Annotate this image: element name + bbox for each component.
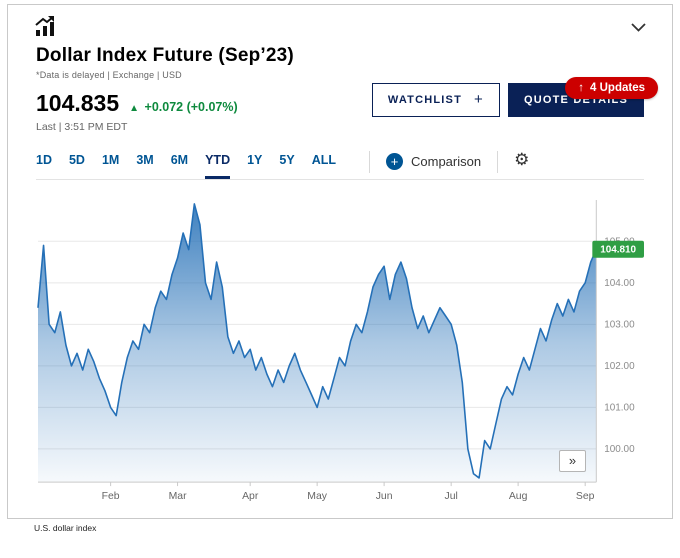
updates-badge[interactable]: ↑ 4 Updates — [565, 77, 658, 99]
svg-text:Feb: Feb — [102, 491, 120, 502]
collapse-chevron-icon[interactable] — [627, 16, 650, 39]
price-change: ▲ +0.072 (+0.07%) — [129, 100, 238, 114]
price-chart[interactable]: 100.00101.00102.00103.00104.00105.00FebM… — [36, 196, 644, 506]
bar-chart-icon — [34, 15, 58, 39]
range-tab-1y[interactable]: 1Y — [247, 151, 262, 179]
range-tab-5y[interactable]: 5Y — [279, 151, 294, 179]
add-comparison-icon: + — [386, 153, 403, 170]
range-tab-ytd[interactable]: YTD — [205, 151, 231, 179]
range-tab-all[interactable]: ALL — [312, 151, 336, 179]
article-caption: U.S. dollar index — [34, 522, 97, 533]
up-triangle-icon: ▲ — [129, 103, 140, 114]
svg-text:Apr: Apr — [242, 491, 259, 502]
quote-meta: *Data is delayed | Exchange | USD — [36, 70, 182, 80]
quote-card: Dollar Index Future (Sep’23) *Data is de… — [7, 4, 673, 519]
svg-text:Aug: Aug — [509, 491, 528, 502]
range-tabs: 1D 5D 1M 3M 6M YTD 1Y 5Y ALL — [36, 151, 353, 179]
updates-badge-label: 4 Updates — [590, 82, 645, 94]
plus-icon: + — [474, 91, 484, 108]
top-strip — [8, 5, 672, 39]
range-tab-5d[interactable]: 5D — [69, 151, 85, 179]
range-tab-3m[interactable]: 3M — [136, 151, 153, 179]
divider — [369, 151, 370, 173]
comparison-label: Comparison — [411, 154, 482, 169]
range-tab-1m[interactable]: 1M — [102, 151, 119, 179]
svg-text:104.00: 104.00 — [604, 278, 635, 289]
range-tab-1d[interactable]: 1D — [36, 151, 52, 179]
last-updated: Last | 3:51 PM EDT — [36, 121, 128, 133]
svg-text:102.00: 102.00 — [604, 361, 635, 372]
svg-text:Sep: Sep — [576, 491, 595, 502]
chart-toolbar: 1D 5D 1M 3M 6M YTD 1Y 5Y ALL + Comparison ⚙ — [36, 151, 644, 180]
expand-chart-button[interactable]: » — [559, 449, 586, 472]
svg-text:Jul: Jul — [445, 491, 458, 502]
watchlist-label: WATCHLIST — [387, 94, 463, 106]
page-title: Dollar Index Future (Sep’23) — [36, 45, 294, 66]
up-arrow-icon: ↑ — [578, 82, 585, 94]
watchlist-button[interactable]: WATCHLIST + — [371, 83, 500, 117]
svg-text:104.810: 104.810 — [600, 245, 636, 256]
svg-text:100.00: 100.00 — [604, 444, 635, 455]
svg-text:101.00: 101.00 — [604, 402, 635, 413]
divider — [497, 151, 499, 173]
svg-text:Jun: Jun — [376, 491, 393, 502]
gear-icon[interactable]: ⚙ — [514, 151, 529, 175]
change-value: +0.072 (+0.07%) — [144, 100, 238, 114]
svg-text:May: May — [307, 491, 327, 502]
svg-text:Mar: Mar — [169, 491, 187, 502]
range-tab-6m[interactable]: 6M — [171, 151, 188, 179]
last-price: 104.835 — [36, 90, 120, 116]
comparison-button[interactable]: + Comparison — [386, 151, 481, 179]
chart-area: 100.00101.00102.00103.00104.00105.00FebM… — [36, 196, 644, 506]
svg-text:103.00: 103.00 — [604, 319, 635, 330]
